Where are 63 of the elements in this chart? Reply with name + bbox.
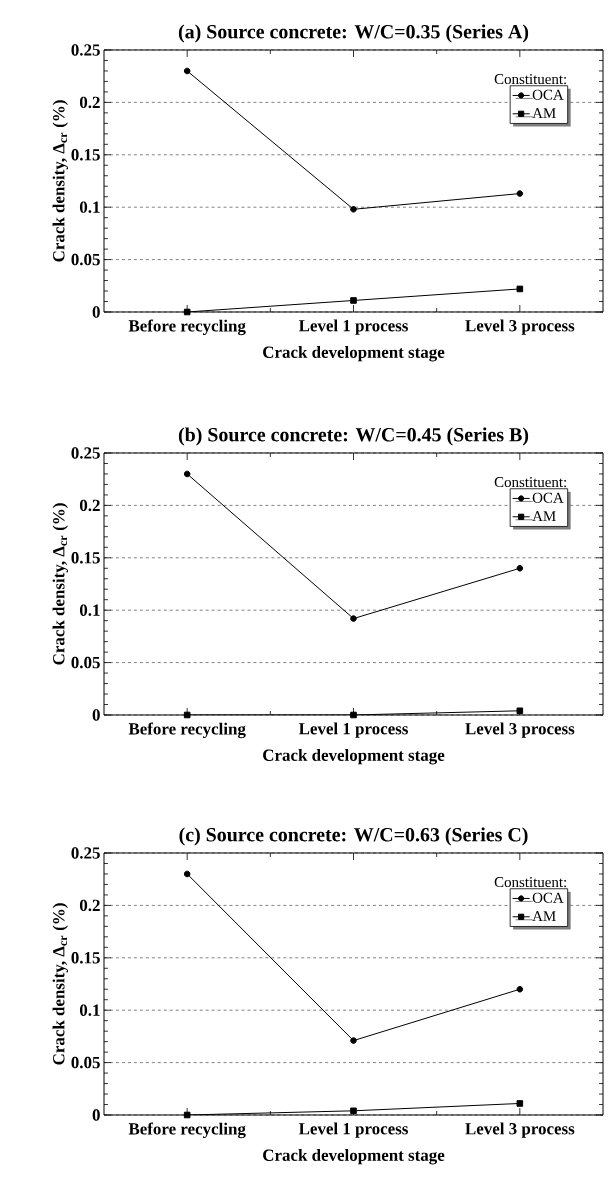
point	[516, 564, 524, 572]
y-tick-label: 0.1	[79, 604, 100, 616]
y-tick-label: 0.1	[79, 201, 100, 213]
x-tick-label: Before recycling	[128, 1122, 246, 1139]
point	[183, 870, 191, 878]
point	[350, 205, 357, 213]
point	[350, 1037, 357, 1044]
legend-title: Constituent:	[494, 477, 566, 488]
y-tick-label: 0.2	[79, 499, 100, 512]
x-tick-label: Level 3 process	[465, 722, 575, 738]
chart-title: (c) Source concrete: W/C=0.63 (Series C)	[179, 827, 528, 846]
chart-title: (a) Source concrete: W/C=0.35 (Series A)	[178, 24, 529, 43]
legend-label: OCA	[532, 89, 564, 100]
point	[183, 711, 191, 719]
point	[183, 67, 191, 75]
point	[183, 470, 191, 478]
x-tick-label: Before recycling	[128, 722, 246, 739]
y-axis-title: Crack density, Δ$_{cr}$ (%)	[52, 503, 68, 665]
legend-label: OCA	[532, 892, 564, 903]
point	[183, 1111, 191, 1119]
point	[183, 308, 191, 316]
y-tick-label: 0	[92, 1109, 100, 1121]
y-tick-label: 0.05	[71, 656, 100, 669]
y-tick-label: 0.25	[71, 847, 100, 859]
y-tick-label: 0	[92, 306, 100, 318]
y-tick-label: 0.05	[71, 1056, 100, 1069]
point	[516, 707, 524, 715]
x-tick-label: Level 1 process	[298, 722, 408, 738]
legend-title: Constituent:	[494, 877, 566, 888]
x-axis-title: Crack development stage	[263, 1148, 445, 1165]
x-axis-title: Crack development stage	[263, 345, 445, 362]
legend-label: AM	[532, 108, 556, 118]
x-tick-label: Level 1 process	[298, 319, 408, 335]
y-tick-label: 0.2	[79, 96, 100, 109]
legend-label: AM	[532, 511, 556, 521]
y-tick-label: 0	[92, 709, 100, 721]
x-axis-title: Crack development stage	[263, 748, 445, 765]
legend-label: OCA	[532, 492, 564, 503]
y-tick-label: 0.25	[71, 44, 100, 56]
x-tick-label: Before recycling	[128, 319, 246, 336]
chart-title: (b) Source concrete: W/C=0.45 (Series B)	[178, 427, 529, 446]
point	[516, 190, 524, 197]
y-tick-label: 0.15	[71, 952, 100, 964]
y-axis-title: Crack density, Δ$_{cr}$ (%)	[52, 100, 68, 262]
x-tick-label: Level 3 process	[465, 1122, 575, 1138]
y-tick-label: 0.25	[71, 447, 100, 459]
x-tick-label: Level 3 process	[465, 319, 575, 335]
legend-label: AM	[532, 911, 556, 921]
y-tick-label: 0.15	[71, 149, 100, 161]
y-tick-label: 0.1	[79, 1004, 100, 1016]
point	[516, 1100, 524, 1107]
y-tick-label: 0.15	[71, 552, 100, 564]
point	[350, 297, 357, 304]
point	[350, 711, 357, 719]
point	[516, 285, 524, 293]
point	[350, 1107, 357, 1115]
point	[516, 985, 524, 993]
y-tick-label: 0.2	[79, 899, 100, 912]
y-tick-label: 0.05	[71, 253, 100, 266]
y-axis-title: Crack density, Δ$_{cr}$ (%)	[52, 903, 68, 1065]
x-tick-label: Level 1 process	[298, 1122, 408, 1138]
point	[350, 615, 357, 622]
legend-title: Constituent:	[494, 74, 566, 85]
